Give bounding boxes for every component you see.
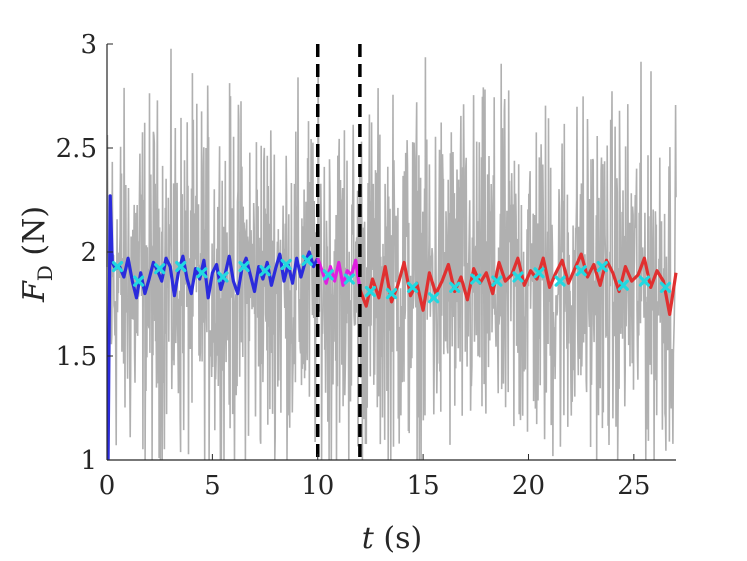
marker-point bbox=[238, 260, 250, 273]
y-tick-label: 1.5 bbox=[56, 342, 97, 372]
vertical-marker-lines bbox=[315, 44, 362, 460]
marker-point bbox=[133, 275, 145, 287]
x-tick-label: 10 bbox=[301, 471, 334, 501]
marker-point bbox=[196, 267, 208, 279]
x-tick-label: 5 bbox=[204, 471, 221, 501]
marker-point bbox=[111, 260, 124, 273]
marker-point bbox=[280, 258, 292, 271]
marker-point bbox=[470, 273, 482, 285]
marker-point bbox=[364, 285, 377, 298]
y-tick-label: 2 bbox=[80, 238, 97, 268]
marker-point bbox=[343, 273, 355, 285]
marker-point bbox=[175, 260, 187, 273]
marker-point bbox=[554, 275, 566, 287]
segment3-line bbox=[358, 252, 678, 316]
marker-point bbox=[385, 288, 398, 300]
marker-point bbox=[154, 263, 166, 275]
marker-point bbox=[322, 269, 334, 281]
marker-point bbox=[617, 279, 629, 291]
x-tick-label: 0 bbox=[99, 471, 116, 501]
x-tick-label: 20 bbox=[512, 471, 545, 501]
axes bbox=[106, 43, 676, 461]
marker-point bbox=[533, 267, 545, 279]
y-tick-label: 2.5 bbox=[56, 134, 97, 164]
marker-point bbox=[217, 271, 229, 283]
x-axis-label: t (s) bbox=[362, 521, 422, 556]
marker-point bbox=[638, 275, 650, 287]
marker-point bbox=[659, 281, 672, 293]
marker-point bbox=[259, 265, 271, 277]
tick-labels: 0 5 10 15 20 25 1 1.5 2 2.5 3 bbox=[56, 30, 651, 501]
marker-point bbox=[301, 254, 313, 266]
x-tick-label: 15 bbox=[407, 471, 440, 501]
y-axis-label: FD (N) bbox=[17, 206, 57, 303]
marker-point bbox=[491, 275, 503, 287]
cyan-cross-markers bbox=[111, 254, 672, 304]
marker-point bbox=[512, 271, 524, 283]
marker-point bbox=[428, 292, 440, 304]
raw-signal-series bbox=[106, 48, 677, 461]
x-tick-label: 25 bbox=[617, 471, 650, 501]
y-tick-label: 1 bbox=[80, 446, 97, 476]
marker-point bbox=[449, 281, 461, 293]
marker-point bbox=[406, 281, 419, 293]
marker-point bbox=[596, 260, 608, 273]
marker-point bbox=[575, 265, 587, 277]
raw-signal-line bbox=[106, 48, 677, 461]
y-tick-label: 3 bbox=[80, 30, 97, 60]
